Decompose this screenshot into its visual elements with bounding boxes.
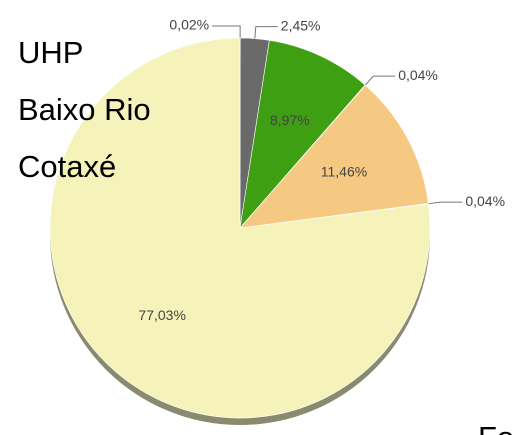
data-label: 77,03%: [138, 307, 185, 323]
leader-line: [428, 201, 463, 205]
leader-line: [364, 75, 396, 86]
data-label: 8,97%: [270, 112, 310, 128]
footer-text: Fo: [478, 420, 514, 435]
chart-title: Cotaxé: [18, 149, 116, 184]
data-label: 2,45%: [281, 17, 321, 33]
chart-title: UHP: [18, 35, 83, 70]
data-label: 0,04%: [398, 67, 438, 83]
pie-slice: [239, 39, 366, 229]
leader-line: [212, 25, 241, 39]
data-label: 0,02%: [169, 17, 209, 33]
leader-line: [254, 26, 278, 39]
data-label: 11,46%: [321, 163, 367, 179]
pie-slice: [49, 37, 431, 419]
data-label: 0,04%: [465, 193, 505, 209]
chart-title: Baixo Rio: [18, 92, 151, 127]
pie-slice: [239, 84, 429, 229]
